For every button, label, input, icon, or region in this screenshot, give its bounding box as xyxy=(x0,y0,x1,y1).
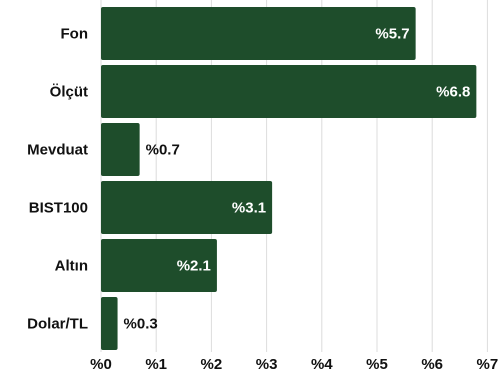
bar xyxy=(101,7,416,60)
x-tick-label: %0 xyxy=(90,356,112,373)
x-tick-label: %3 xyxy=(256,356,278,373)
value-label: %0.3 xyxy=(124,316,158,333)
x-tick-label: %1 xyxy=(145,356,167,373)
x-tick-label: %2 xyxy=(201,356,223,373)
value-label: %3.1 xyxy=(232,200,266,217)
value-label: %6.8 xyxy=(436,84,470,101)
bar xyxy=(101,123,140,176)
value-labels: %5.7 %6.8 %0.7 %3.1 %2.1 %0.3 xyxy=(124,26,471,333)
value-label: %0.7 xyxy=(146,142,180,159)
bar xyxy=(101,239,217,292)
category-label: BIST100 xyxy=(29,200,88,217)
bars xyxy=(101,7,477,350)
x-tick-label: %5 xyxy=(366,356,388,373)
x-axis-tick-labels: %0 %1 %2 %3 %4 %5 %6 %7 xyxy=(90,356,498,373)
bar xyxy=(101,297,118,350)
x-tick-label: %6 xyxy=(421,356,443,373)
category-labels: Fon Ölçüt Mevduat BIST100 Altın Dolar/TL xyxy=(27,26,88,333)
bar xyxy=(101,181,273,234)
category-label: Ölçüt xyxy=(50,84,88,101)
category-label: Mevduat xyxy=(27,142,88,159)
category-label: Altın xyxy=(55,258,88,275)
x-tick-label: %7 xyxy=(477,356,499,373)
category-label: Fon xyxy=(61,26,89,43)
category-label: Dolar/TL xyxy=(27,316,88,333)
value-label: %5.7 xyxy=(375,26,409,43)
bar xyxy=(101,65,477,118)
x-tick-label: %4 xyxy=(311,356,333,373)
value-label: %2.1 xyxy=(177,258,211,275)
